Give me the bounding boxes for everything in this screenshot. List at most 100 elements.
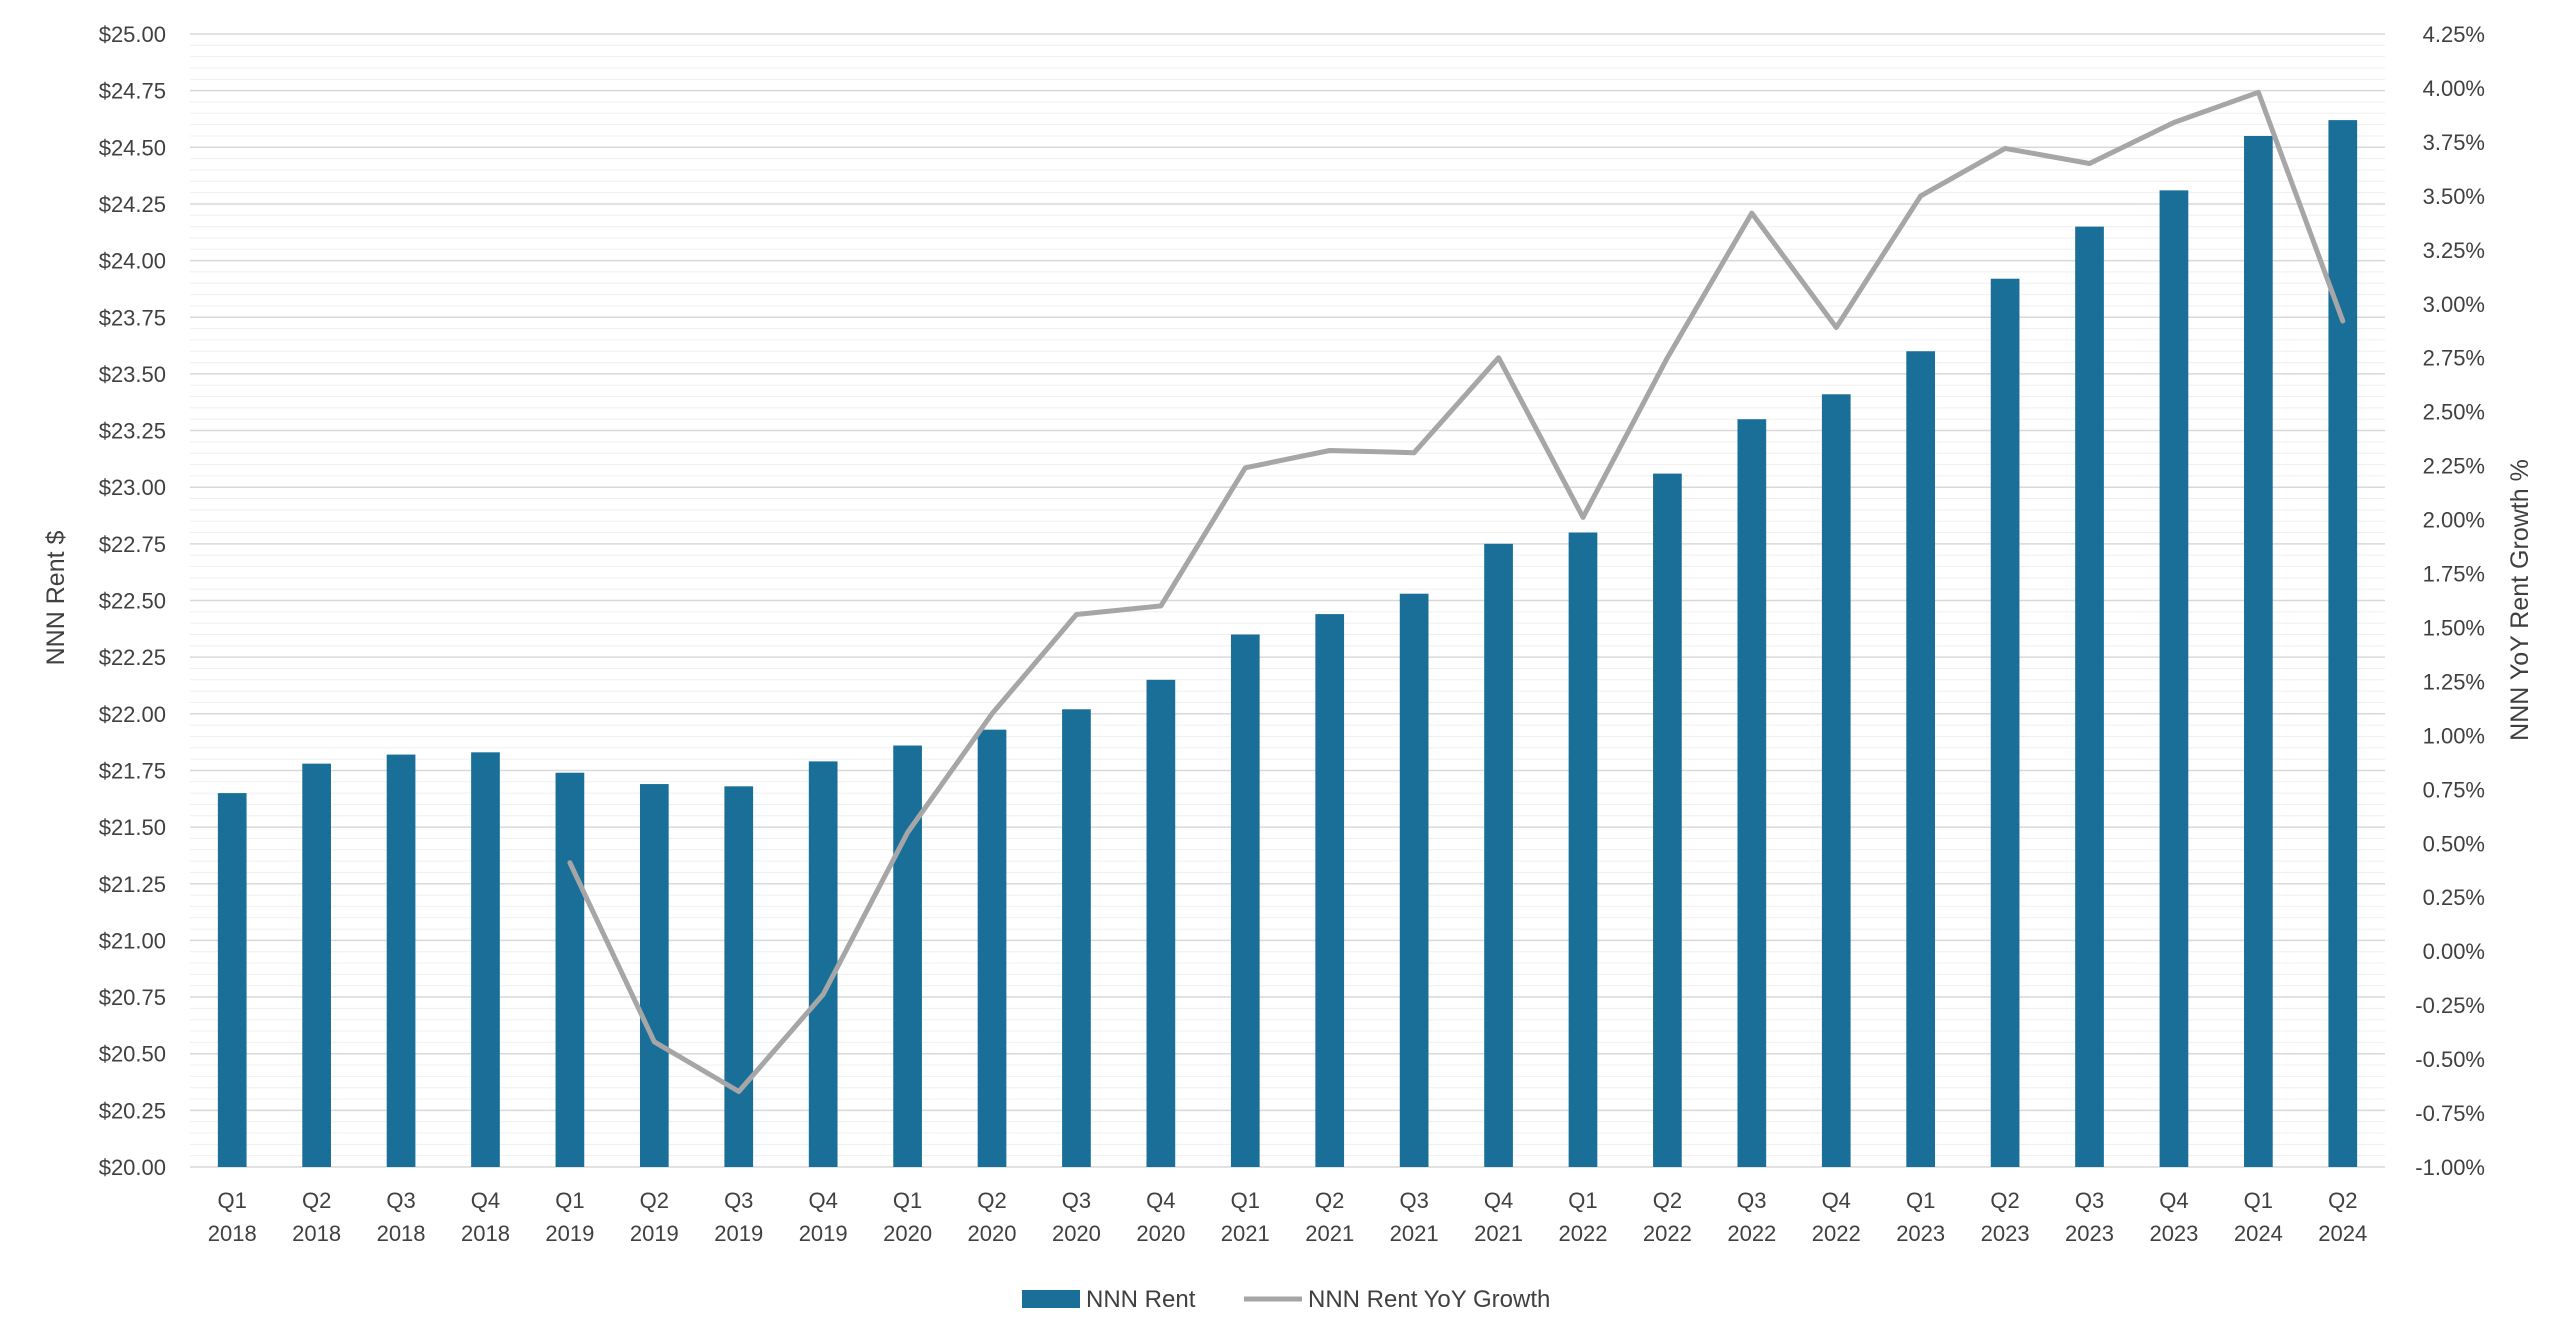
bar-q1-2022 <box>1568 532 1598 1167</box>
right-tick-label: 4.00% <box>2423 76 2485 101</box>
right-tick-label: -0.75% <box>2415 1101 2485 1126</box>
left-tick-label: $25.00 <box>99 22 166 47</box>
bar-q1-2018 <box>217 793 247 1167</box>
legend: NNN Rent NNN Rent YoY Growth <box>1022 1286 1550 1313</box>
left-tick-label: $24.50 <box>99 135 166 160</box>
bar-q3-2019 <box>724 786 754 1167</box>
right-tick-label: 3.75% <box>2423 130 2485 155</box>
left-tick-label: $23.25 <box>99 419 166 444</box>
x-tick-label: Q4 2018 <box>461 1188 510 1246</box>
right-tick-label: 3.00% <box>2423 292 2485 317</box>
bar-q1-2020 <box>893 745 922 1167</box>
x-tick-label: Q4 2020 <box>1136 1188 1185 1246</box>
x-tick-label: Q3 2023 <box>2065 1188 2114 1246</box>
line-series <box>567 89 2346 1094</box>
left-tick-label: $23.75 <box>99 305 166 330</box>
right-tick-label: -0.25% <box>2415 993 2485 1018</box>
left-tick-label: $24.00 <box>99 249 166 274</box>
right-tick-label: 0.00% <box>2423 939 2485 964</box>
x-tick-label: Q4 2022 <box>1812 1188 1861 1246</box>
x-tick-label: Q1 2024 <box>2234 1188 2283 1246</box>
right-tick-label: 2.75% <box>2423 346 2485 371</box>
left-tick-label: $21.75 <box>99 758 166 783</box>
left-axis-title: NNN Rent $ <box>42 531 70 666</box>
bar-q2-2023 <box>1990 278 2020 1167</box>
x-tick-label: Q1 2022 <box>1559 1188 1608 1246</box>
bar-q2-2020 <box>977 729 1007 1167</box>
right-tick-label: 2.00% <box>2423 508 2485 533</box>
x-tick-label: Q1 2018 <box>208 1188 257 1246</box>
x-tick-label: Q4 2023 <box>2149 1188 2198 1246</box>
left-axis-ticks: $25.00 $24.75 $24.50 $24.25 $24.00 $23.75 $23.… <box>99 22 166 1180</box>
left-tick-label: $21.00 <box>99 928 166 953</box>
right-tick-label: 3.25% <box>2423 238 2485 263</box>
bar-q1-2023 <box>1906 351 1936 1167</box>
left-tick-label: $22.25 <box>99 645 166 670</box>
x-tick-label: Q2 2024 <box>2318 1188 2367 1246</box>
bar-q4-2018 <box>471 752 500 1167</box>
left-tick-label: $23.00 <box>99 475 166 500</box>
legend-label-nnn-rent: NNN Rent <box>1086 1286 1196 1313</box>
x-tick-label: Q2 2023 <box>1981 1188 2030 1246</box>
x-tick-label: Q4 2019 <box>799 1188 848 1246</box>
x-tick-label: Q3 2022 <box>1727 1188 1776 1246</box>
left-tick-label: $22.00 <box>99 702 166 727</box>
bar-q4-2022 <box>1821 394 1851 1167</box>
right-tick-label: 1.00% <box>2423 723 2485 748</box>
right-tick-label: 1.75% <box>2423 562 2485 587</box>
bar-q2-2024 <box>2328 120 2358 1167</box>
x-tick-label: Q1 2020 <box>883 1188 932 1246</box>
right-tick-label: 0.50% <box>2423 831 2485 856</box>
x-axis-ticks: Q1 2018 Q2 2018 Q3 2018 Q4 2018 Q1 2019 Q2 2019 Q3 20… <box>208 1188 2368 1246</box>
x-tick-label: Q4 2021 <box>1474 1188 1523 1246</box>
bar-q1-2019 <box>555 772 585 1167</box>
bar-q2-2018 <box>302 763 331 1167</box>
legend-label-yoy-growth: NNN Rent YoY Growth <box>1308 1286 1550 1313</box>
right-tick-label: 0.75% <box>2423 777 2485 802</box>
right-axis-title: NNN YoY Rent Growth % <box>2506 459 2534 741</box>
bar-q4-2019 <box>808 761 838 1167</box>
right-tick-label: 1.25% <box>2423 669 2485 694</box>
x-tick-label: Q3 2021 <box>1390 1188 1439 1246</box>
left-tick-label: $20.00 <box>99 1155 166 1180</box>
right-tick-label: 1.50% <box>2423 615 2485 640</box>
bar-q3-2020 <box>1062 709 1091 1167</box>
x-tick-label: Q1 2021 <box>1221 1188 1270 1246</box>
bar-q3-2023 <box>2075 226 2104 1168</box>
yoy-growth-line <box>567 89 2346 1094</box>
bar-q4-2021 <box>1484 543 1513 1167</box>
bar-q3-2021 <box>1399 593 1429 1167</box>
gridlines <box>190 33 2385 1168</box>
left-tick-label: $24.75 <box>99 79 166 104</box>
left-tick-label: $22.75 <box>99 532 166 557</box>
bar-q1-2024 <box>2244 135 2273 1168</box>
x-tick-label: Q2 2018 <box>292 1188 341 1246</box>
left-tick-label: $23.50 <box>99 362 166 387</box>
legend-swatch-nnn-rent <box>1022 1290 1080 1308</box>
right-axis-ticks: 4.25% 4.00% 3.75% 3.50% 3.25% 3.00% 2.75% 2.50%… <box>2415 22 2485 1180</box>
left-tick-label: $21.25 <box>99 872 166 897</box>
right-tick-label: 2.50% <box>2423 400 2485 425</box>
bar-q3-2022 <box>1737 419 1767 1168</box>
x-tick-label: Q2 2021 <box>1305 1188 1354 1246</box>
bar-series <box>217 120 2358 1168</box>
x-tick-label: Q1 2019 <box>545 1188 594 1246</box>
bar-q3-2018 <box>386 754 416 1167</box>
x-tick-label: Q2 2020 <box>968 1188 1017 1246</box>
right-tick-label: -0.50% <box>2415 1047 2485 1072</box>
right-tick-label: 2.25% <box>2423 454 2485 479</box>
bar-q2-2022 <box>1653 473 1682 1167</box>
right-tick-label: 4.25% <box>2423 22 2485 47</box>
left-tick-label: $24.25 <box>99 192 166 217</box>
left-tick-label: $20.50 <box>99 1042 166 1067</box>
x-tick-label: Q2 2019 <box>630 1188 679 1246</box>
right-tick-label: 3.50% <box>2423 184 2485 209</box>
x-tick-label: Q3 2019 <box>714 1188 763 1246</box>
left-tick-label: $22.50 <box>99 589 166 614</box>
bar-q4-2020 <box>1146 679 1176 1167</box>
bar-q4-2023 <box>2159 190 2189 1167</box>
x-tick-label: Q3 2020 <box>1052 1188 1101 1246</box>
left-tick-label: $20.75 <box>99 985 166 1010</box>
